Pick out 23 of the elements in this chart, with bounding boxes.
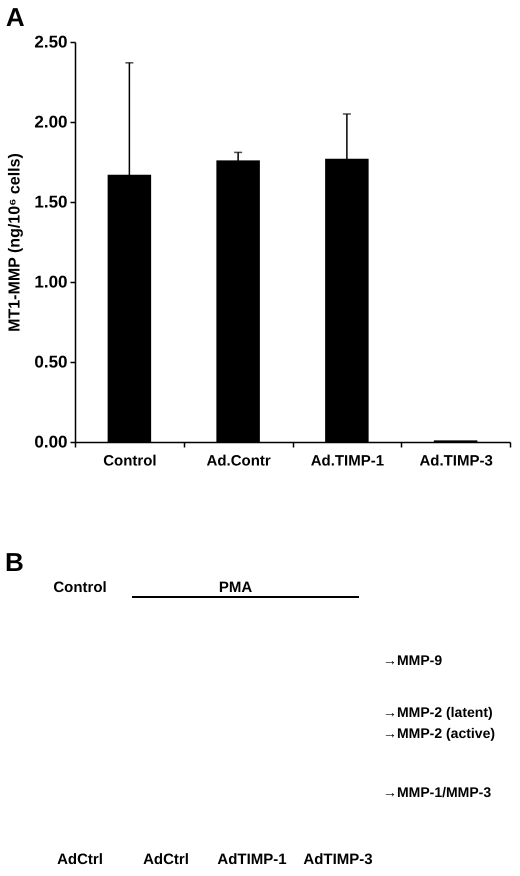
y-tick-label: 0.50 xyxy=(34,352,68,372)
x-tick-label: Ad.TIMP-3 xyxy=(419,452,493,470)
text: →MMP-2 (active) xyxy=(383,725,496,741)
category-label: AdTIMP-1 xyxy=(217,851,287,868)
x-tick-label: Ad.Contr xyxy=(206,452,271,470)
category-label: AdCtrl xyxy=(143,851,189,868)
text: →MMP-9 xyxy=(383,652,442,668)
y-tick-label: 0.00 xyxy=(34,432,68,452)
y-tick-label: 2.00 xyxy=(34,112,68,132)
y-tick-label: 1.00 xyxy=(34,272,68,292)
text: Control xyxy=(53,579,107,596)
y-axis-title: MT1-MMP (ng/10⁶ cells) xyxy=(6,153,24,332)
x-tick-label: Control xyxy=(103,452,157,470)
text: →MMP-1/MMP-3 xyxy=(383,784,492,800)
category-label: AdTIMP-3 xyxy=(303,851,373,868)
y-tick-label: 1.50 xyxy=(34,192,68,212)
text: →MMP-2 (latent) xyxy=(383,704,493,720)
x-tick-label: Ad.TIMP-1 xyxy=(310,452,384,470)
chart-title: A xyxy=(6,2,25,32)
category-label: AdCtrl xyxy=(57,851,103,868)
text: B xyxy=(5,547,24,577)
text: PMA xyxy=(218,579,252,596)
y-tick-label: 2.50 xyxy=(34,32,68,52)
